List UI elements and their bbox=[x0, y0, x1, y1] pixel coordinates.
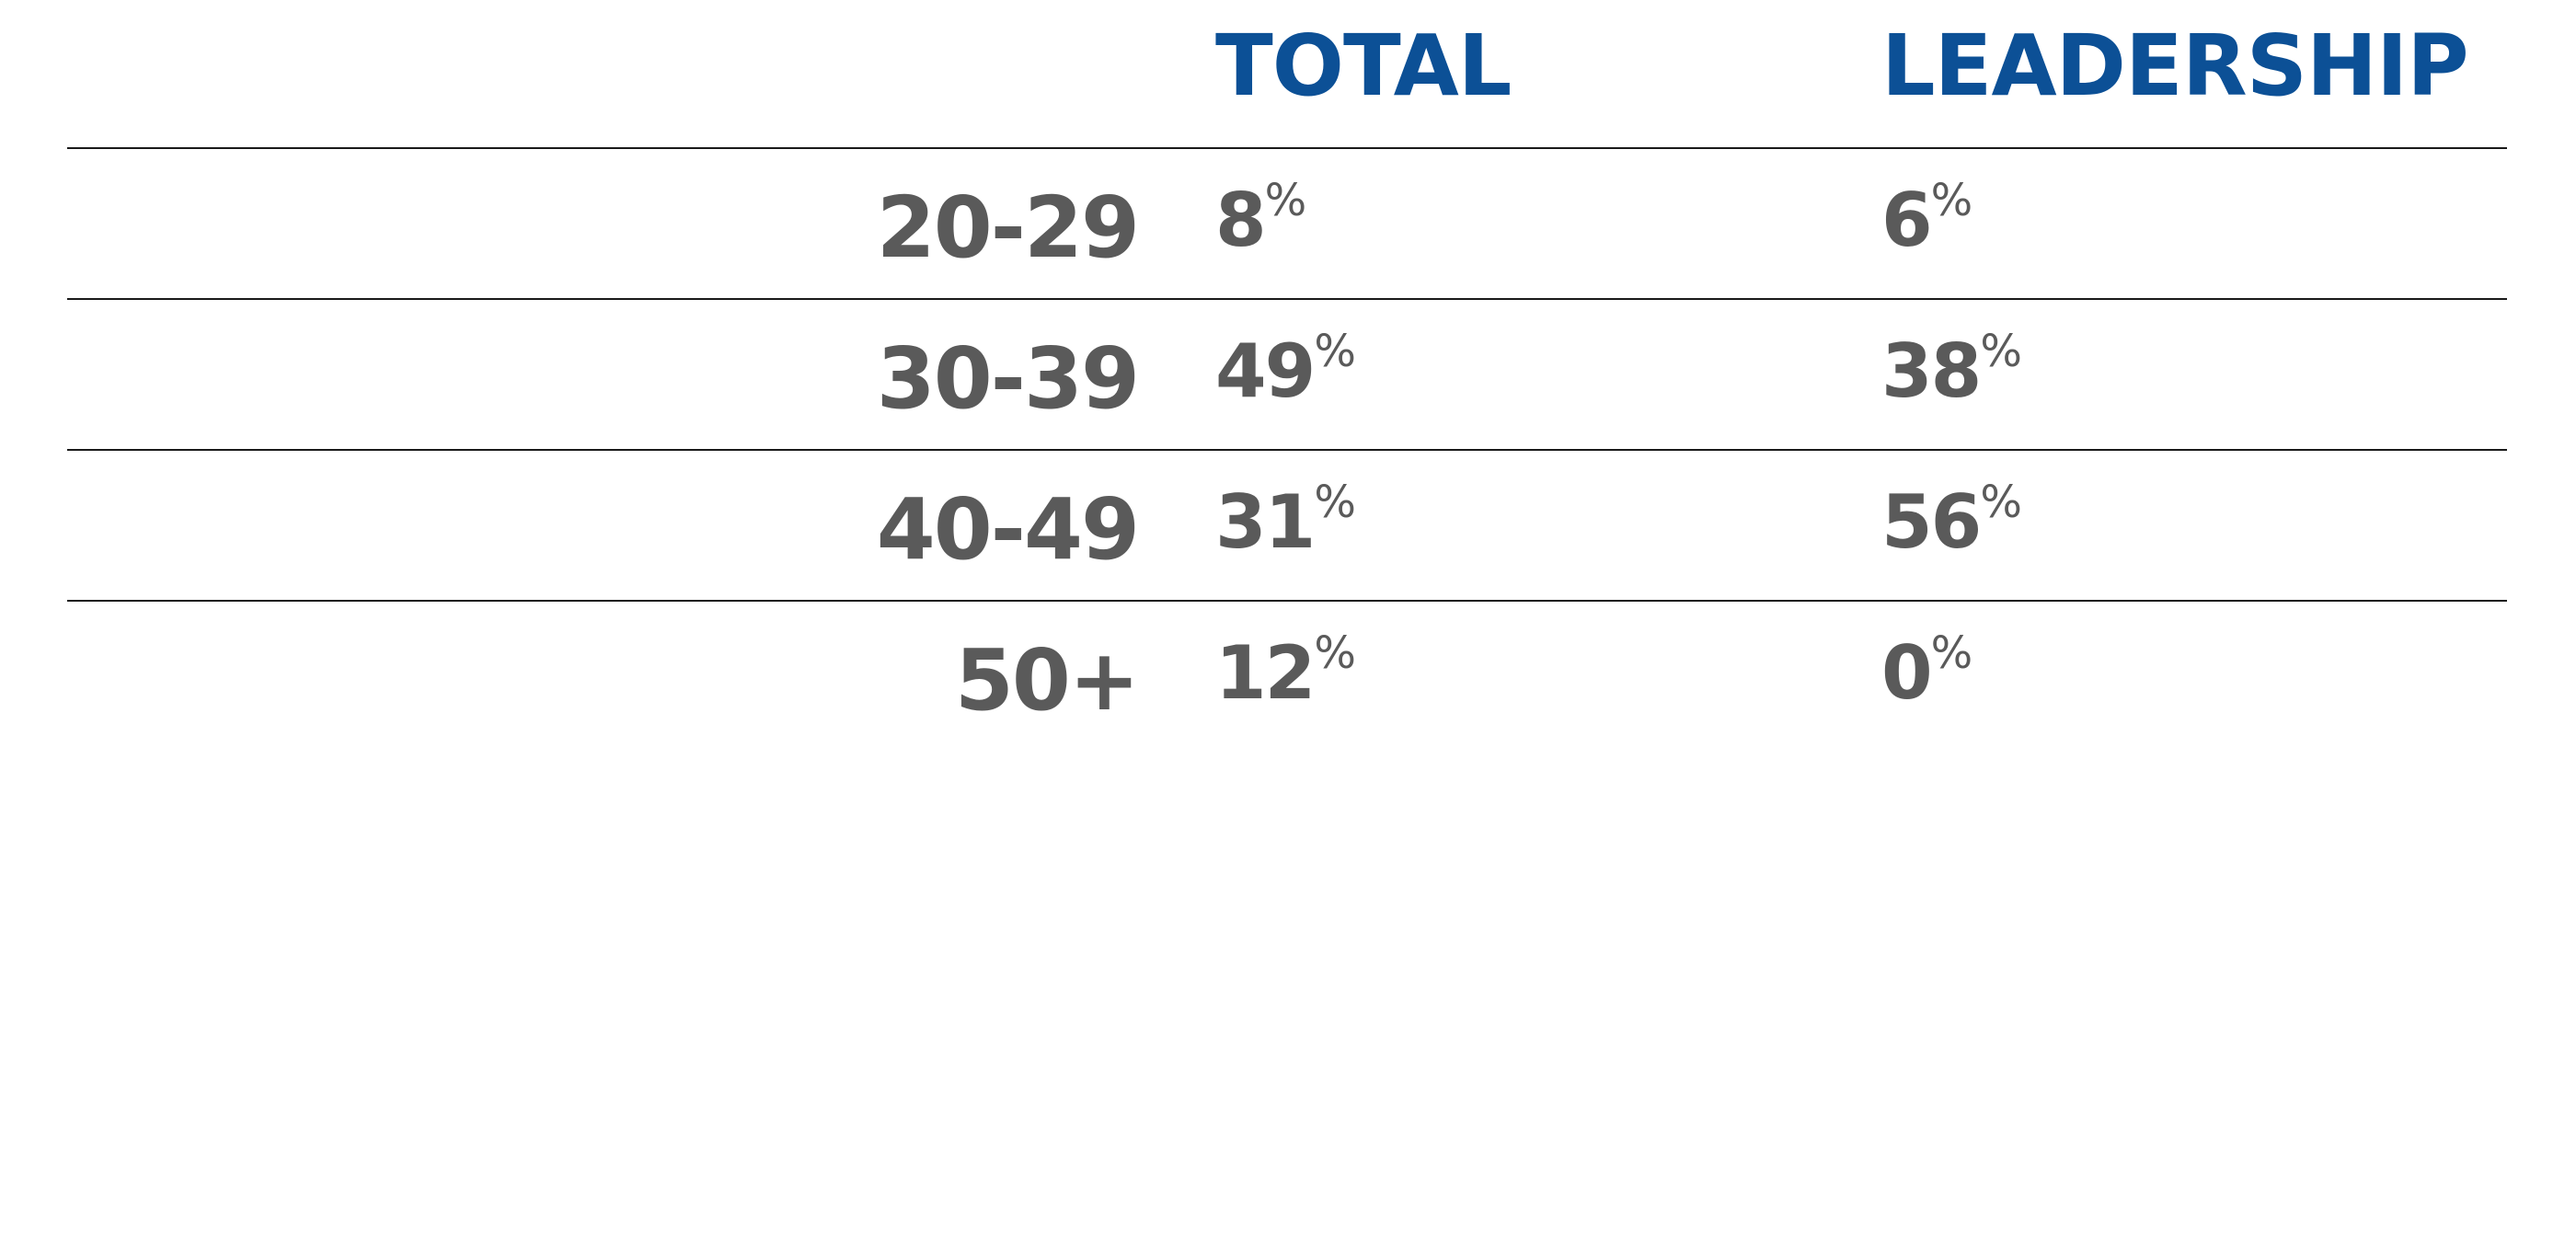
cell-value: 38 bbox=[1881, 328, 1982, 414]
cell-leadership: 56% bbox=[1881, 480, 2022, 559]
cell-total: 8% bbox=[1215, 178, 1306, 258]
cell-value: 56 bbox=[1881, 479, 1982, 565]
cell-value: 6 bbox=[1881, 178, 1933, 263]
cell-leadership: 38% bbox=[1881, 329, 2022, 408]
percent-sign: % bbox=[1980, 477, 2022, 528]
percent-sign: % bbox=[1314, 326, 1356, 377]
cell-total: 12% bbox=[1215, 631, 1356, 710]
table-row: 40-49 31% 56% bbox=[67, 451, 2507, 602]
percent-sign: % bbox=[1930, 175, 1973, 226]
row-label: 30-39 bbox=[876, 329, 1140, 428]
age-distribution-table: TOTAL LEADERSHIP 20-29 8% 6% 30-39 49% 38% 40-… bbox=[67, 0, 2507, 751]
cell-value: 49 bbox=[1215, 328, 1316, 414]
cell-value: 0 bbox=[1881, 630, 1933, 716]
row-label: 40-49 bbox=[876, 480, 1140, 579]
column-header-total: TOTAL bbox=[1215, 17, 1512, 115]
percent-sign: % bbox=[1264, 175, 1307, 226]
percent-sign: % bbox=[1980, 326, 2022, 377]
column-header-leadership: LEADERSHIP bbox=[1881, 17, 2469, 115]
table-row: 50+ 12% 0% bbox=[67, 602, 2507, 751]
cell-value: 12 bbox=[1215, 630, 1316, 716]
cell-value: 8 bbox=[1215, 178, 1267, 263]
percent-sign: % bbox=[1314, 477, 1356, 528]
percent-sign: % bbox=[1930, 627, 1973, 679]
cell-leadership: 0% bbox=[1881, 631, 1972, 710]
row-label: 20-29 bbox=[876, 178, 1140, 277]
cell-total: 31% bbox=[1215, 480, 1356, 559]
cell-value: 31 bbox=[1215, 479, 1316, 565]
table-row: 20-29 8% 6% bbox=[67, 149, 2507, 300]
table-row: 30-39 49% 38% bbox=[67, 300, 2507, 451]
table-header-row: TOTAL LEADERSHIP bbox=[67, 0, 2507, 149]
cell-total: 49% bbox=[1215, 329, 1356, 408]
row-label: 50+ bbox=[954, 631, 1140, 730]
table-body: 20-29 8% 6% 30-39 49% 38% 40-49 31% 56% 50+ 12% 0% bbox=[67, 149, 2507, 751]
percent-sign: % bbox=[1314, 627, 1356, 679]
cell-leadership: 6% bbox=[1881, 178, 1972, 258]
